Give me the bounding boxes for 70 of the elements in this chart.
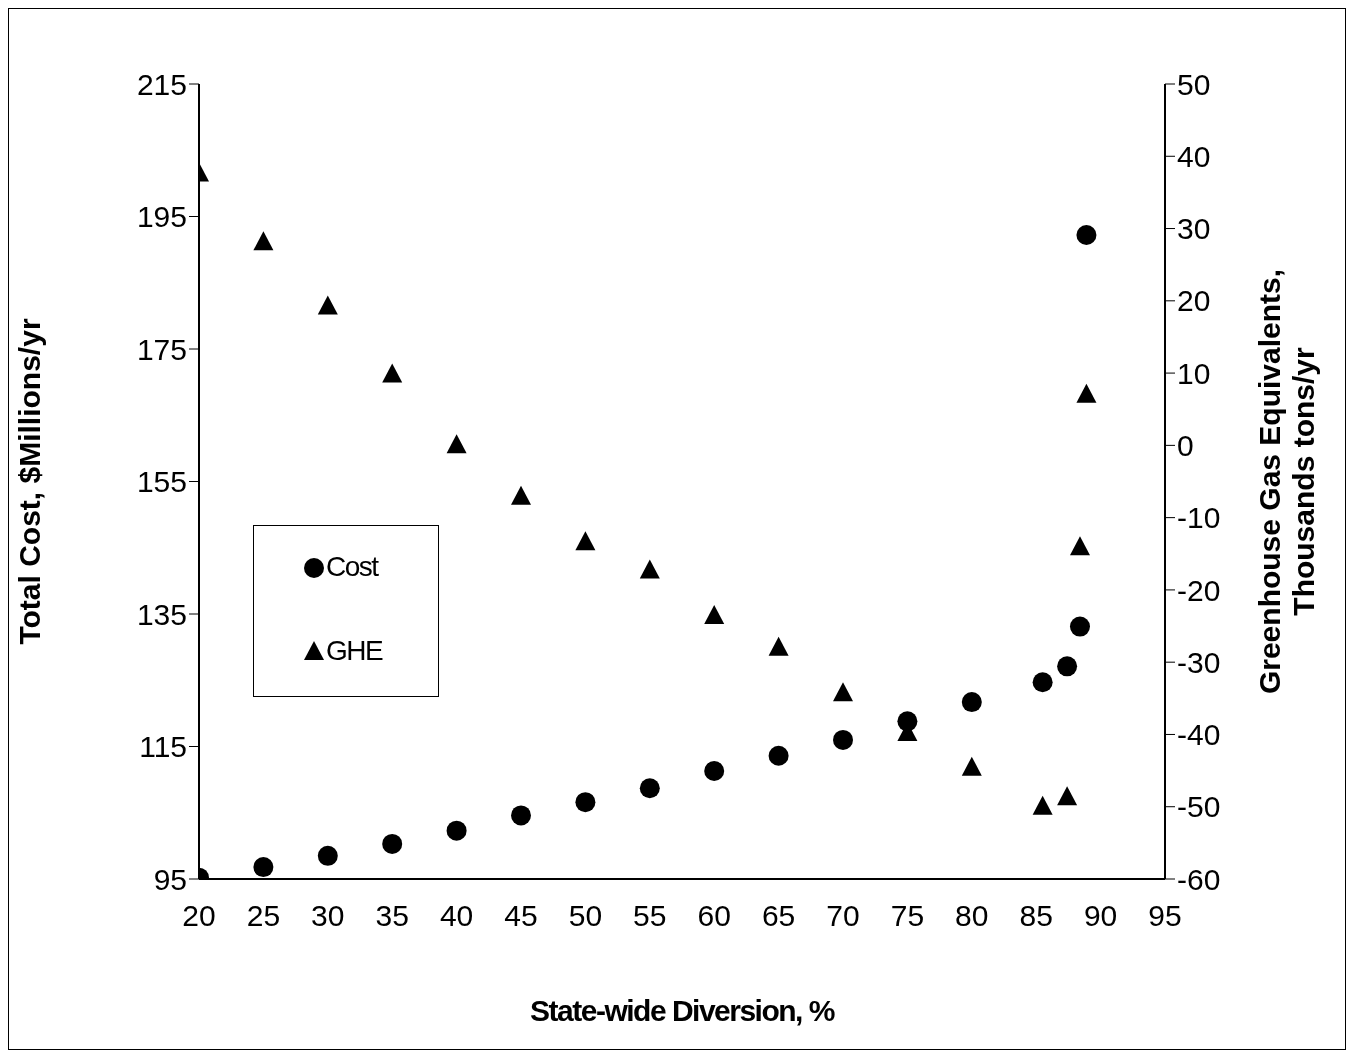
point xyxy=(1076,225,1097,246)
point xyxy=(446,820,467,841)
y-tick-label: 135 xyxy=(136,597,187,631)
point xyxy=(1069,536,1090,556)
point xyxy=(704,761,725,782)
x-tick-label: 85 xyxy=(1019,899,1053,933)
point xyxy=(639,778,660,799)
y2-tick-label: 20 xyxy=(1177,284,1211,318)
point xyxy=(317,295,338,315)
y2-tick-label: -30 xyxy=(1177,645,1221,679)
x-tick-label: 45 xyxy=(504,899,538,933)
y-tick-label: 115 xyxy=(139,730,187,764)
y2-tick-label: -10 xyxy=(1177,501,1221,535)
point xyxy=(704,604,725,624)
point xyxy=(833,729,853,750)
point xyxy=(575,792,596,813)
y-tick-label: 195 xyxy=(136,200,187,234)
x-tick-label: 90 xyxy=(1083,899,1118,933)
point xyxy=(382,833,403,854)
point xyxy=(961,756,982,776)
point xyxy=(1057,656,1078,677)
y2-tick-label: -40 xyxy=(1177,718,1221,752)
x-tick-label: 55 xyxy=(633,899,667,933)
x-tick-label: 35 xyxy=(375,899,409,933)
x-tick-label: 95 xyxy=(1148,899,1182,933)
y2-tick-label: -20 xyxy=(1177,573,1221,607)
x-tick-label: 20 xyxy=(182,899,216,933)
point xyxy=(1057,786,1078,806)
legend-label: Cost xyxy=(326,551,378,583)
point xyxy=(575,531,596,551)
y-tick-label: 95 xyxy=(153,862,187,896)
point xyxy=(1032,795,1053,815)
x-tick-label: 65 xyxy=(761,899,796,933)
y-tick-label: 215 xyxy=(136,67,187,101)
y-tick-label: 155 xyxy=(136,465,187,499)
point xyxy=(253,231,274,251)
point xyxy=(253,857,274,878)
x-tick-label: 25 xyxy=(246,899,281,933)
point xyxy=(446,434,467,454)
x-tick-label: 40 xyxy=(439,899,474,933)
y2-tick-label: 0 xyxy=(1177,429,1194,463)
y2-tick-label: -50 xyxy=(1177,790,1221,824)
y-axis-title: Total Cost, $Millions/yr xyxy=(12,318,46,645)
x-tick-label: 70 xyxy=(826,899,860,933)
y2-axis-title: Greenhouse Gas Equivalents, Thousands tons/yr xyxy=(1253,268,1320,695)
y2-tick-label: -60 xyxy=(1177,862,1221,896)
point xyxy=(768,745,789,766)
point xyxy=(382,363,403,383)
y2-tick-label: 10 xyxy=(1177,356,1211,390)
y2-tick-label: 50 xyxy=(1177,67,1211,101)
point xyxy=(1076,383,1097,403)
x-axis-title: State-wide Diversion, % xyxy=(530,994,835,1027)
point xyxy=(833,682,853,702)
point xyxy=(1032,672,1053,693)
point xyxy=(768,636,789,656)
x-tick-label: 30 xyxy=(311,899,345,933)
point xyxy=(511,485,531,505)
point xyxy=(511,805,531,826)
x-tick-label: 50 xyxy=(568,899,603,933)
point xyxy=(1069,616,1090,637)
point xyxy=(317,845,338,866)
x-tick-label: 75 xyxy=(890,899,925,933)
y2-tick-label: 40 xyxy=(1177,139,1211,173)
point xyxy=(961,692,982,713)
legend-label: GHE xyxy=(326,635,383,667)
x-tick-label: 80 xyxy=(955,899,989,933)
y2-tick-label: 30 xyxy=(1177,212,1211,246)
x-tick-label: 60 xyxy=(697,899,731,933)
y-tick-label: 175 xyxy=(136,332,187,366)
point xyxy=(639,559,660,579)
